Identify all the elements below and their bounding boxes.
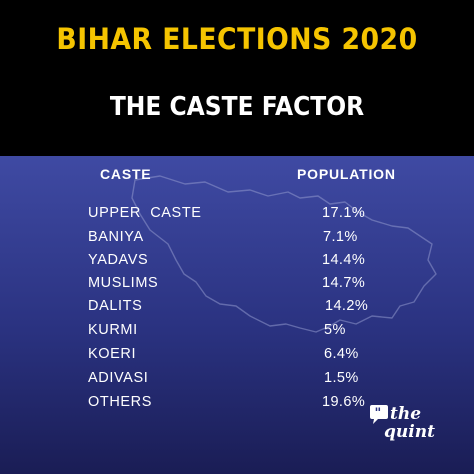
population-value: 19.6%	[322, 394, 366, 410]
caste-label: OTHERS	[88, 394, 153, 410]
column-header-population: POPULATION	[297, 166, 396, 182]
population-value: 14.7%	[322, 275, 366, 291]
column-header-caste: CASTE	[100, 166, 152, 182]
caste-label: KOERI	[88, 346, 137, 362]
caste-label: DALITS	[88, 298, 143, 314]
population-value: 17.1%	[322, 205, 366, 221]
bihar-map-outline	[131, 175, 437, 333]
table-panel	[0, 156, 474, 474]
caste-label: UPPER CASTE	[88, 205, 202, 221]
caste-label: MUSLIMS	[88, 275, 159, 291]
population-value: 6.4%	[324, 346, 359, 362]
population-value: 5%	[324, 322, 346, 338]
logo-line-quint: quint	[384, 422, 435, 442]
the-quint-logo: " the quint	[368, 404, 438, 448]
speech-bubble-quote-icon: "	[370, 405, 388, 424]
population-value: 14.2%	[325, 298, 369, 314]
header-banner: BIHAR ELECTIONS 2020 THE CASTE FACTOR	[0, 0, 474, 156]
page-title: BIHAR ELECTIONS 2020	[56, 22, 418, 56]
svg-text:": "	[375, 406, 382, 421]
population-value: 14.4%	[322, 252, 366, 268]
population-value: 1.5%	[324, 370, 359, 386]
caste-label: YADAVS	[88, 252, 149, 268]
caste-label: KURMI	[88, 322, 138, 338]
logo-line-the: the	[390, 404, 422, 424]
page-subtitle: THE CASTE FACTOR	[109, 92, 365, 122]
caste-label: BANIYA	[88, 229, 144, 245]
population-value: 7.1%	[323, 229, 358, 245]
caste-label: ADIVASI	[88, 370, 149, 386]
